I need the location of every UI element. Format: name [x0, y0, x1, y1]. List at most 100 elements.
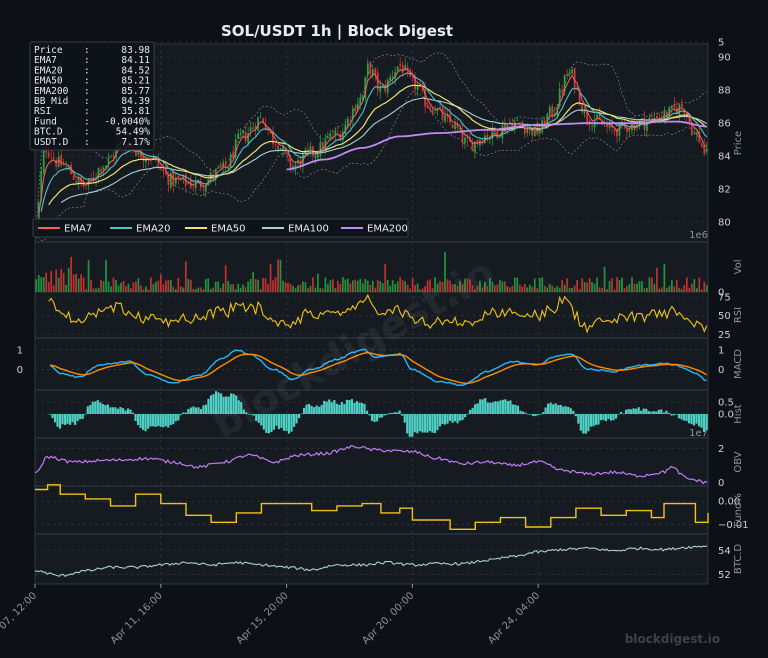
candle-body: [431, 109, 434, 114]
hist-bar: [48, 414, 52, 415]
volume-bar: [60, 269, 63, 292]
hist-bar: [536, 414, 540, 416]
volume-bar: [536, 288, 539, 292]
hist-bar: [687, 414, 691, 424]
volume-bar: [685, 277, 688, 292]
hist-bar: [91, 401, 94, 414]
candle-body: [503, 124, 506, 131]
volume-bar: [369, 284, 372, 292]
volume-bar: [548, 284, 551, 292]
volume-bar: [688, 287, 691, 292]
ema7-line: [38, 68, 708, 216]
candle-body: [698, 131, 701, 143]
hist-bar: [71, 414, 74, 423]
hist-bar: [214, 391, 218, 414]
candle-body: [593, 121, 596, 128]
volume-bar: [167, 279, 170, 292]
volume-bar: [653, 283, 656, 292]
hist-bar: [368, 414, 371, 416]
hist-bar: [627, 409, 630, 414]
hist-bar: [494, 401, 497, 414]
volume-bar: [391, 280, 394, 292]
info-label: EMA200: [34, 86, 69, 97]
volume-bar: [503, 281, 506, 292]
hist-bar: [506, 401, 509, 414]
hist-bar: [534, 414, 537, 417]
candle-body: [242, 130, 245, 134]
hist-bar: [333, 400, 336, 414]
hist-bar: [147, 414, 150, 429]
volume-bar: [680, 288, 683, 292]
hist-bar: [169, 414, 172, 426]
volume-bar: [576, 279, 579, 292]
hist-bar: [625, 409, 628, 414]
volume-bar: [331, 279, 334, 292]
volume-bar: [117, 285, 120, 292]
volume-bar: [459, 281, 461, 292]
hist-bar: [69, 414, 72, 425]
info-value: 85.77: [121, 86, 150, 97]
candle-body: [491, 128, 494, 139]
hist-bar: [667, 412, 671, 414]
bb-lower-line: [35, 90, 708, 241]
volume-bar: [302, 281, 304, 292]
volume-bar: [202, 289, 205, 292]
volume-bar: [471, 285, 474, 292]
hist-bar: [582, 414, 585, 434]
candle-body: [219, 164, 222, 168]
hist-bar: [592, 414, 595, 427]
candle-body: [329, 134, 332, 140]
candle-body: [42, 147, 45, 174]
candle-body: [164, 171, 167, 174]
candle-body: [157, 158, 160, 166]
volume-bar: [476, 285, 479, 292]
volume-bar: [137, 278, 140, 292]
obv-y-tick-label: 2: [718, 444, 724, 455]
volume-bar: [339, 284, 342, 292]
hist-bar: [375, 414, 379, 422]
candle-body: [695, 132, 698, 135]
volume-bar: [145, 286, 147, 292]
legend-label: EMA100: [288, 224, 329, 235]
volume-bar: [498, 279, 501, 292]
rsi-y-tick-label: 50: [718, 311, 731, 322]
hist-bar: [315, 405, 318, 414]
volume-bar: [364, 279, 367, 292]
volume-bar: [434, 277, 436, 292]
hist-bar: [222, 396, 225, 414]
hist-bar: [491, 402, 494, 414]
hist-bar: [703, 414, 706, 433]
hist-bar: [378, 414, 381, 418]
hist-bar: [443, 414, 447, 425]
hist-bar: [348, 400, 351, 414]
hist-bar: [219, 393, 223, 414]
obv-line: [34, 444, 708, 485]
volume-bar: [92, 288, 95, 292]
volume-bar: [396, 281, 399, 292]
volume-bar: [264, 278, 267, 292]
hist-bar: [189, 407, 192, 414]
candle-body: [356, 104, 359, 110]
hist-bar: [559, 404, 562, 414]
legend-label: EMA7: [64, 224, 92, 235]
candle-body: [204, 185, 207, 192]
volume-bar: [62, 273, 65, 292]
volume-bar: [496, 284, 499, 292]
candle-body: [656, 115, 658, 121]
volume-bar: [389, 285, 392, 292]
candle-body: [331, 136, 334, 138]
candle-body: [384, 86, 387, 92]
volume-bar: [35, 279, 38, 292]
volume-bar: [501, 281, 504, 292]
volume-bar: [192, 288, 195, 292]
candle-body: [115, 147, 117, 158]
hist-bar: [257, 414, 260, 423]
hist-bar: [486, 402, 489, 414]
candle-body: [705, 148, 708, 152]
candle-body: [100, 169, 102, 173]
hist-bar: [255, 414, 258, 421]
volume-bar: [586, 282, 588, 292]
hist-bar: [594, 414, 598, 425]
candle-body: [85, 184, 87, 186]
